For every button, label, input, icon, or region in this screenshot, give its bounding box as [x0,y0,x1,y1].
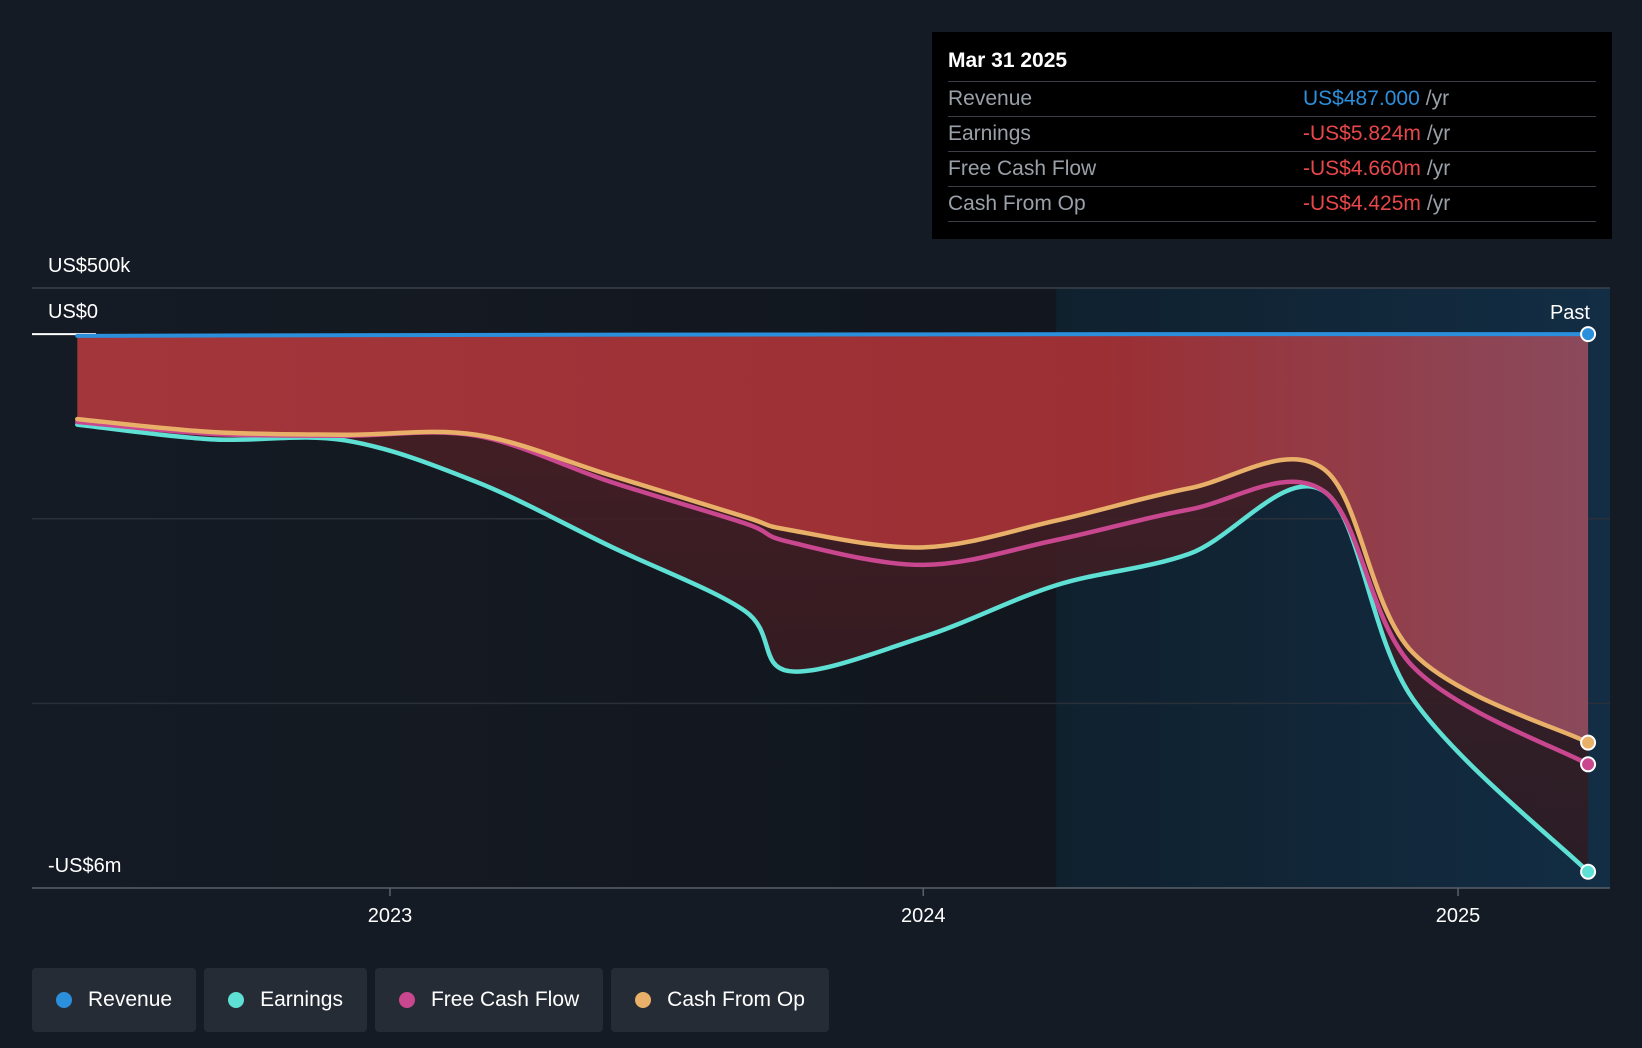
free-cash-flow-dot-icon [398,992,415,1008]
tooltip-row-value: -US$4.425m [1303,192,1421,215]
legend-item-revenue[interactable]: Revenue [32,968,197,1032]
x-tick-label: 2025 [1436,905,1481,927]
legend-item-cash-from-op[interactable]: Cash From Op [611,968,829,1032]
cash-from-op-endpoint[interactable] [1580,734,1597,751]
tooltip: Mar 31 2025 Revenue US$487.000 /yr Earni… [932,32,1612,239]
tooltip-row-earnings: Earnings -US$5.824m /yr [948,117,1596,152]
negative-area [77,334,1589,743]
y-axis-zero-label: US$0 [48,301,98,323]
legend-label: Free Cash Flow [430,988,580,1011]
revenue-dot-icon [56,992,72,1008]
tooltip-row-label: Free Cash Flow [948,157,1097,180]
legend-label: Revenue [88,988,173,1011]
tooltip-row-label: Revenue [948,87,1033,110]
tooltip-row-unit: /yr [1425,87,1450,110]
earnings-dot-icon [228,992,245,1008]
tooltip-row-value: -US$5.824m [1303,122,1421,145]
tooltip-row-unit: /yr [1426,157,1451,180]
tooltip-row-unit: /yr [1426,122,1451,145]
legend-label: Earnings [260,988,343,1011]
cash-from-op-dot-icon [635,992,652,1008]
x-tick-label: 2023 [368,905,413,927]
cash-from-op-line [75,416,1591,745]
x-tick-label: 2024 [901,905,946,927]
revenue-endpoint[interactable] [1580,326,1597,343]
tooltip-row-value: US$487.000 [1303,87,1420,110]
revenue-line [75,332,1591,338]
tooltip-row-label: Cash From Op [948,192,1086,215]
legend-item-free-cash-flow[interactable]: Free Cash Flow [374,968,604,1032]
y-axis-top-label: US$500k [48,255,131,277]
tooltip-date: Mar 31 2025 [948,46,1596,82]
past-label: Past [1550,302,1590,324]
tooltip-row-free-cash-flow: Free Cash Flow -US$4.660m /yr [948,152,1596,187]
legend: Revenue Earnings Free Cash Flow Cash Fro… [32,968,829,1032]
tooltip-row-cash-from-op: Cash From Op -US$4.425m /yr [948,187,1596,222]
earnings-endpoint[interactable] [1580,863,1597,880]
tooltip-row-unit: /yr [1426,192,1451,215]
free-cash-flow-endpoint[interactable] [1580,756,1597,773]
tooltip-row-value: -US$4.660m [1303,157,1421,180]
legend-label: Cash From Op [667,988,805,1011]
y-axis-bottom-label: -US$6m [48,855,121,877]
legend-item-earnings[interactable]: Earnings [204,968,367,1032]
tooltip-row-revenue: Revenue US$487.000 /yr [948,82,1596,117]
tooltip-row-label: Earnings [948,122,1031,145]
gap-area [77,419,1589,872]
